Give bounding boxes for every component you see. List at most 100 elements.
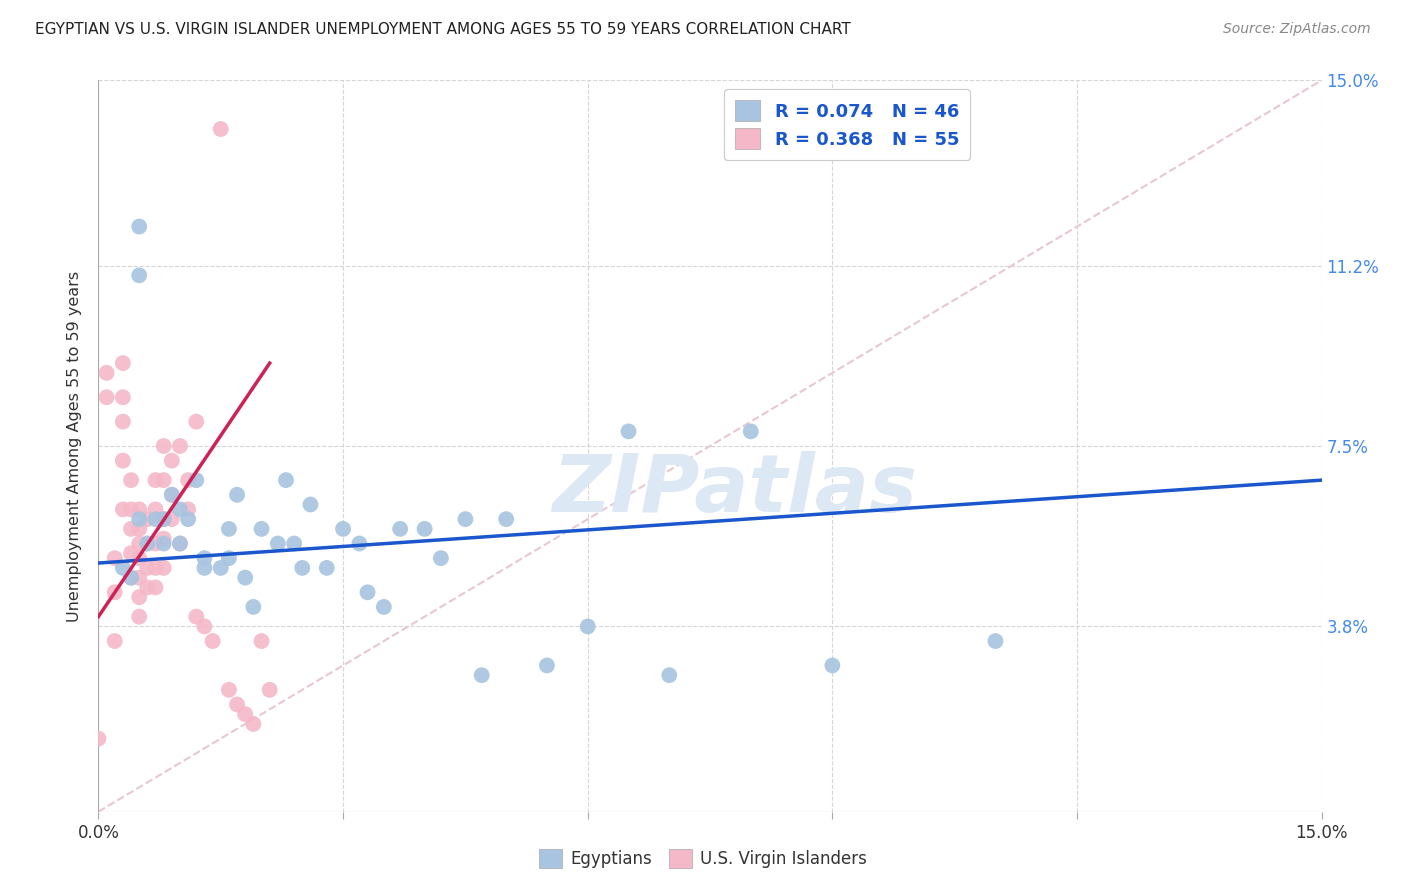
Point [177,473,200,487]
Point [186,473,208,487]
Point [209,122,232,136]
Point [160,453,183,467]
Point [413,522,436,536]
Point [169,536,191,550]
Text: Source: ZipAtlas.com: Source: ZipAtlas.com [1223,22,1371,37]
Point [160,512,183,526]
Point [160,488,183,502]
Point [283,536,305,550]
Point [389,522,412,536]
Point [111,415,134,429]
Point [152,532,174,546]
Point [96,366,118,380]
Point [152,536,174,550]
Point [233,707,256,722]
Point [984,634,1007,648]
Point [177,502,200,516]
Point [128,219,150,234]
Point [145,536,167,550]
Point [111,453,134,467]
Point [821,658,844,673]
Point [315,561,337,575]
Text: EGYPTIAN VS U.S. VIRGIN ISLANDER UNEMPLOYMENT AMONG AGES 55 TO 59 YEARS CORRELAT: EGYPTIAN VS U.S. VIRGIN ISLANDER UNEMPLO… [35,22,851,37]
Legend: Egyptians, U.S. Virgin Islanders: Egyptians, U.S. Virgin Islanders [531,842,875,875]
Point [259,682,281,697]
Point [136,561,159,575]
Point [740,425,762,439]
Point [177,512,200,526]
Point [145,473,167,487]
Point [111,502,134,516]
Point [274,473,297,487]
Point [193,551,215,566]
Point [218,551,240,566]
Point [209,561,232,575]
Point [152,512,174,526]
Point [617,425,640,439]
Point [120,546,142,560]
Point [120,502,142,516]
Legend: R = 0.074   N = 46, R = 0.368   N = 55: R = 0.074 N = 46, R = 0.368 N = 55 [724,89,970,160]
Point [218,522,240,536]
Point [233,571,256,585]
Point [186,609,208,624]
Point [120,571,142,585]
Point [136,581,159,595]
Point [576,619,599,633]
Point [152,473,174,487]
Point [250,522,273,536]
Point [136,512,159,526]
Point [128,590,150,604]
Point [471,668,494,682]
Point [136,536,159,550]
Point [250,634,273,648]
Point [87,731,110,746]
Point [128,536,150,550]
Point [299,498,322,512]
Point [128,522,150,536]
Point [226,488,249,502]
Point [193,619,215,633]
Point [136,536,159,550]
Point [120,473,142,487]
Point [169,439,191,453]
Point [145,581,167,595]
Point [111,390,134,404]
Point [193,561,215,575]
Point [96,390,118,404]
Point [291,561,314,575]
Point [160,488,183,502]
Point [128,551,150,566]
Point [128,609,150,624]
Point [169,502,191,516]
Point [218,682,240,697]
Point [242,717,264,731]
Point [111,356,134,370]
Point [128,571,150,585]
Point [152,439,174,453]
Point [356,585,378,599]
Point [128,268,150,283]
Point [373,599,395,614]
Point [145,561,167,575]
Point [536,658,558,673]
Point [152,512,174,526]
Point [145,512,167,526]
Point [267,536,290,550]
Point [658,668,681,682]
Point [186,415,208,429]
Point [349,536,371,550]
Point [430,551,453,566]
Point [201,634,224,648]
Point [128,512,150,526]
Point [128,502,150,516]
Point [169,536,191,550]
Point [111,561,134,575]
Text: ZIPatlas: ZIPatlas [553,450,917,529]
Point [145,502,167,516]
Point [242,599,264,614]
Point [104,634,127,648]
Point [120,571,142,585]
Y-axis label: Unemployment Among Ages 55 to 59 years: Unemployment Among Ages 55 to 59 years [67,270,83,622]
Point [332,522,354,536]
